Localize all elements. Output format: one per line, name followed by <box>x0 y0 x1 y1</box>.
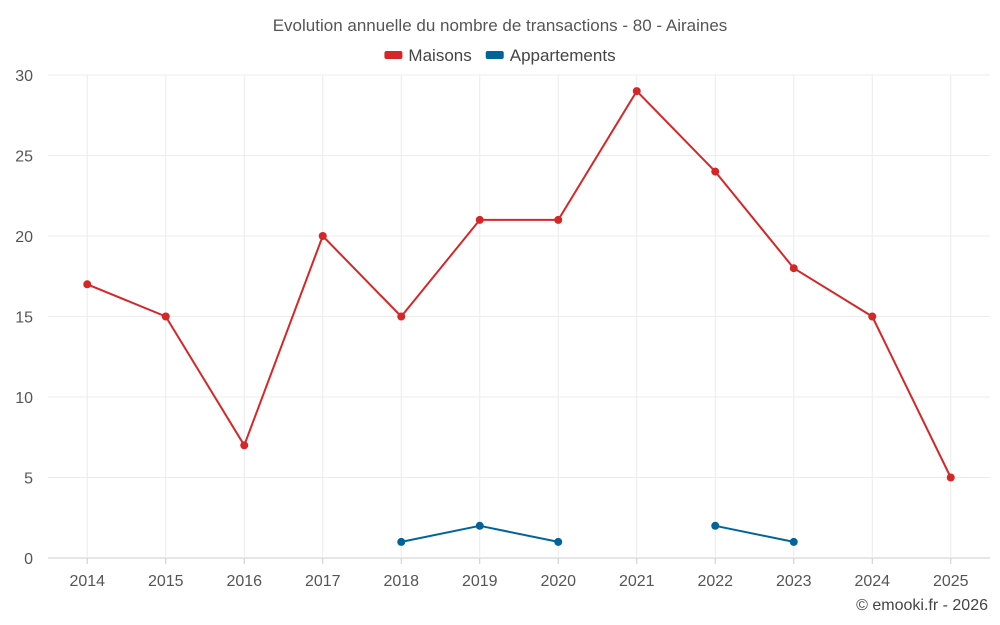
y-tick-label: 25 <box>15 149 33 166</box>
x-tick-label: 2015 <box>148 573 184 590</box>
data-point-maisons[interactable] <box>789 264 798 273</box>
legend-swatch <box>485 51 504 59</box>
x-tick-label: 2019 <box>462 573 498 590</box>
y-tick-label: 15 <box>15 310 33 327</box>
x-tick-label: 2025 <box>933 573 969 590</box>
data-point-maisons[interactable] <box>711 167 720 176</box>
x-tick-label: 2023 <box>776 573 812 590</box>
y-tick-label: 20 <box>15 229 33 246</box>
y-axis: 0 5 10 15 20 25 30 <box>15 68 33 568</box>
data-point-appartements[interactable] <box>475 521 484 530</box>
legend-label: Appartements <box>510 46 616 65</box>
grid <box>48 74 990 559</box>
series-line-maisons <box>86 90 952 478</box>
series-line-appartements <box>715 524 794 543</box>
legend-item-appartements[interactable]: Appartements <box>485 46 616 65</box>
x-tick-label: 2020 <box>540 573 576 590</box>
x-tick-label: 2014 <box>69 573 105 590</box>
y-tick-label: 0 <box>24 551 33 568</box>
data-point-appartements[interactable] <box>711 521 720 530</box>
x-tick-label: 2022 <box>697 573 733 590</box>
legend: Maisons Appartements <box>384 46 616 65</box>
data-point-maisons[interactable] <box>240 441 249 450</box>
x-tick-label: 2024 <box>854 573 890 590</box>
x-tick-label: 2021 <box>619 573 655 590</box>
data-point-appartements[interactable] <box>397 537 406 546</box>
data-point-appartements[interactable] <box>554 537 563 546</box>
y-tick-label: 10 <box>15 390 33 407</box>
data-point-maisons[interactable] <box>318 232 327 240</box>
x-tick-label: 2018 <box>383 573 419 590</box>
legend-item-maisons[interactable]: Maisons <box>384 46 472 65</box>
x-tick-label: 2017 <box>305 573 341 590</box>
legend-swatch <box>384 51 403 59</box>
x-tick-label: 2016 <box>226 573 262 590</box>
chart-title: Evolution annuelle du nombre de transact… <box>273 16 728 35</box>
credit-text: © emooki.fr - 2026 <box>856 597 988 614</box>
x-axis: 2014 2015 2016 2017 2018 2019 2020 2021 2022 2023… <box>69 558 969 590</box>
legend-label: Maisons <box>408 46 471 65</box>
data-point-maisons[interactable] <box>83 280 92 289</box>
data-point-appartements[interactable] <box>789 537 798 546</box>
data-point-maisons[interactable] <box>554 215 563 224</box>
data-point-maisons[interactable] <box>161 312 170 321</box>
data-point-maisons[interactable] <box>397 312 406 321</box>
y-tick-label: 30 <box>15 68 33 85</box>
data-point-maisons[interactable] <box>632 87 641 96</box>
data-point-maisons[interactable] <box>475 215 484 224</box>
data-point-maisons[interactable] <box>946 473 955 482</box>
y-tick-label: 5 <box>24 471 33 488</box>
data-point-maisons[interactable] <box>868 312 877 321</box>
series-group <box>83 87 955 546</box>
